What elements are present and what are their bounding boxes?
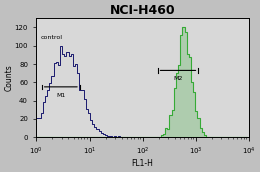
Title: NCI-H460: NCI-H460 bbox=[110, 4, 176, 17]
Text: M2: M2 bbox=[173, 77, 183, 82]
Text: control: control bbox=[41, 35, 63, 40]
Text: M1: M1 bbox=[56, 93, 66, 98]
X-axis label: FL1-H: FL1-H bbox=[132, 159, 154, 168]
Y-axis label: Counts: Counts bbox=[4, 64, 13, 91]
